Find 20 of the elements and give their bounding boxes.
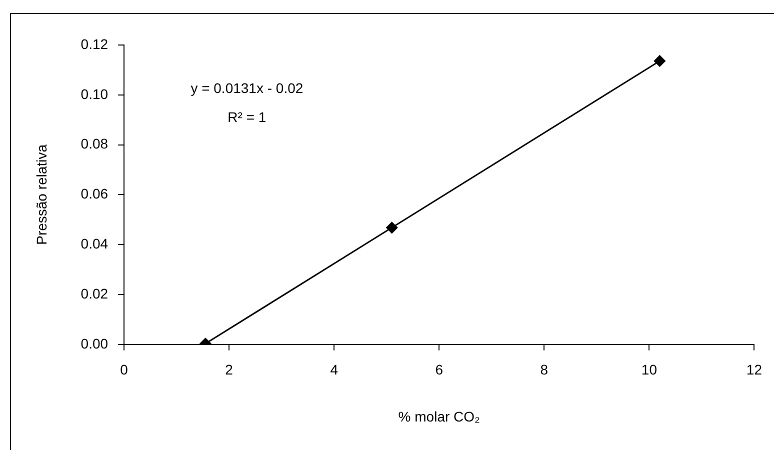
y-tick-label: 0.00	[80, 335, 108, 352]
y-tick-label: 0.02	[80, 285, 108, 302]
y-axis-title: Pressão relativa	[33, 144, 50, 245]
y-tick-label: 0.08	[80, 136, 108, 152]
y-tick-label: 0.06	[80, 186, 108, 202]
x-tick-label: 0	[120, 362, 128, 378]
y-tick-label: 0.10	[80, 86, 108, 102]
x-tick-label: 10	[641, 362, 658, 378]
x-axis-title: % molar CO₂	[398, 408, 480, 424]
point	[386, 222, 398, 234]
y-tick-label: 0.12	[80, 36, 108, 52]
point	[654, 55, 666, 67]
x-tick-label: 8	[540, 362, 548, 378]
x-tick-label: 4	[330, 362, 338, 378]
x-tick-label: 12	[746, 362, 762, 378]
x-tick-label: 6	[435, 362, 444, 378]
annotation: y = 0.0131x - 0.02	[190, 80, 304, 96]
annotation: R² = 1	[228, 108, 266, 125]
x-tick-label: 2	[225, 362, 234, 378]
y-tick-label: 0.04	[80, 235, 108, 252]
